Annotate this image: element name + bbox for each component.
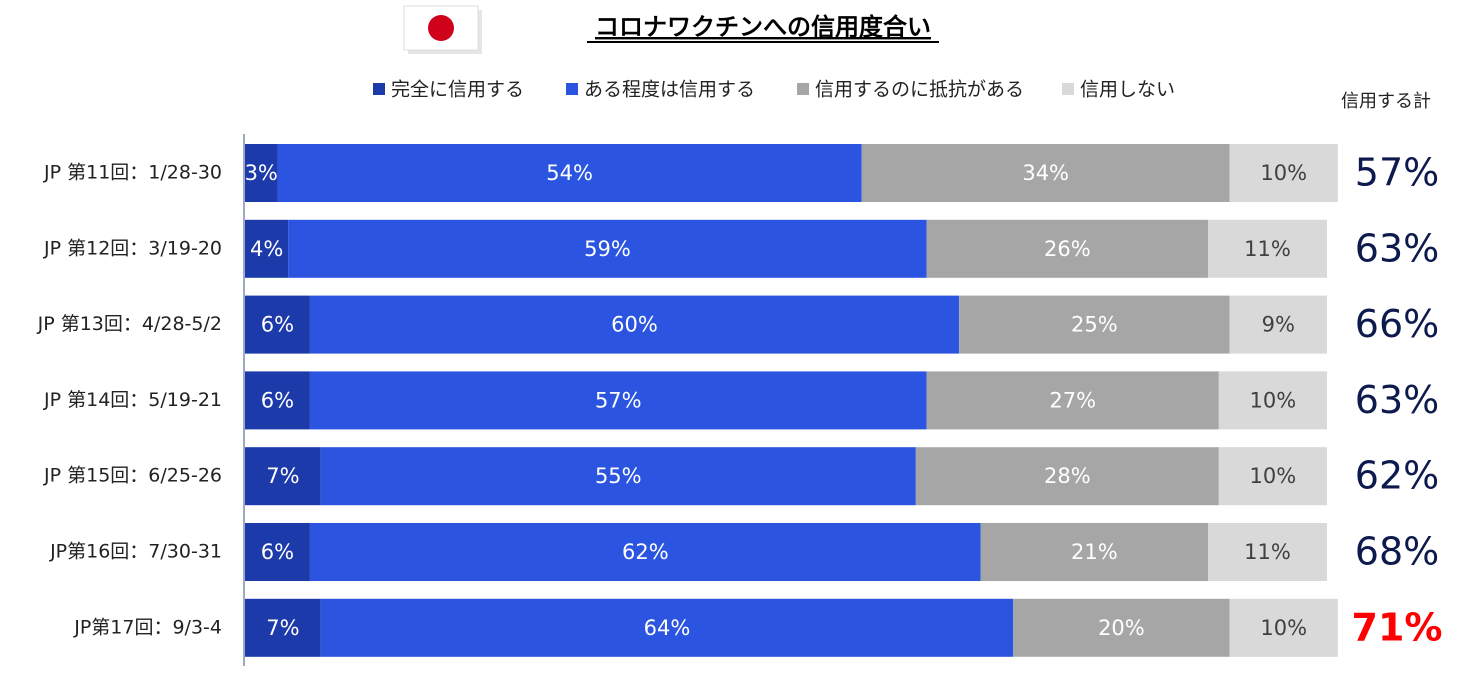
bar-segment	[915, 447, 1219, 506]
value-label: 27%	[1049, 388, 1096, 412]
bar-segment	[245, 295, 310, 354]
bar-segment	[861, 144, 1230, 202]
value-label: 64%	[644, 616, 691, 640]
legend-label: 信用しない	[1080, 79, 1175, 101]
value-label: 10%	[1260, 616, 1307, 640]
total-label: 62%	[1355, 454, 1439, 498]
flag	[403, 5, 482, 54]
value-label: 28%	[1044, 464, 1091, 488]
value-label: 3%	[245, 161, 278, 185]
legend-swatch	[797, 83, 809, 95]
value-label: 55%	[595, 464, 642, 488]
value-label: 20%	[1098, 616, 1145, 640]
bar-segment	[288, 219, 927, 278]
y-tick-label: JP 第13回：4/28-5/2	[37, 313, 222, 335]
value-label: 9%	[1262, 313, 1295, 337]
bar-segment	[1229, 144, 1338, 202]
bar-segment	[309, 371, 927, 430]
bar-segment	[1229, 295, 1327, 354]
bar-segment	[309, 295, 960, 354]
legend-label: ある程度は信用する	[584, 79, 755, 101]
y-tick-label: JP第16回：7/30-31	[49, 541, 222, 563]
total-label: 68%	[1355, 530, 1439, 574]
legend-swatch	[566, 83, 578, 95]
totals-header: 信用する計	[1341, 91, 1431, 112]
legend-label: 信用するのに抵抗がある	[815, 79, 1024, 101]
bar-segment	[320, 447, 916, 506]
value-label: 4%	[250, 237, 283, 261]
value-label: 26%	[1044, 237, 1091, 261]
value-label: 54%	[546, 161, 593, 185]
bar-segment	[1013, 598, 1230, 657]
bar-segment	[959, 295, 1230, 354]
value-label: 34%	[1022, 161, 1069, 185]
y-tick-label: JP 第15回：6/25-26	[43, 465, 222, 487]
bar-segment	[245, 219, 289, 278]
value-label: 11%	[1244, 237, 1291, 261]
bar-segment	[1207, 219, 1327, 278]
value-label: 25%	[1071, 313, 1118, 337]
bar-segment	[245, 371, 310, 430]
value-label: 57%	[595, 388, 642, 412]
bar-segment	[245, 447, 321, 506]
bar-segment	[1218, 371, 1327, 430]
bar-segment	[245, 598, 321, 657]
bar-segment	[245, 144, 278, 202]
chart-title: コロナワクチンへの信用度合い	[595, 13, 931, 41]
value-label: 10%	[1250, 464, 1297, 488]
legend-swatch	[1062, 83, 1074, 95]
value-label: 11%	[1244, 540, 1291, 564]
value-label: 10%	[1250, 388, 1297, 412]
bar-segment	[1207, 523, 1327, 581]
value-label: 60%	[611, 313, 658, 337]
y-tick-label: JP 第14回：5/19-21	[43, 389, 222, 411]
total-label: 63%	[1355, 226, 1439, 270]
value-label: 59%	[584, 237, 631, 261]
total-label: 71%	[1352, 605, 1443, 649]
total-label: 63%	[1355, 378, 1439, 422]
bar-segment	[980, 523, 1208, 581]
bar-segment	[245, 523, 310, 581]
y-tick-label: JP 第11回：1/28-30	[43, 162, 222, 184]
y-tick-label: JP 第12回：3/19-20	[43, 237, 222, 259]
legend-label: 完全に信用する	[391, 79, 524, 101]
total-label: 57%	[1355, 151, 1439, 195]
bar-segment	[926, 219, 1208, 278]
bar-segment	[1229, 598, 1338, 657]
bar-segment	[1218, 447, 1327, 506]
value-label: 6%	[261, 313, 294, 337]
bar-segment	[926, 371, 1219, 430]
legend-swatch	[373, 83, 385, 95]
value-label: 7%	[266, 616, 299, 640]
total-label: 66%	[1355, 302, 1439, 346]
value-label: 62%	[622, 540, 669, 564]
value-label: 7%	[266, 464, 299, 488]
value-label: 10%	[1260, 161, 1307, 185]
bar-segment	[320, 598, 1014, 657]
value-label: 6%	[261, 540, 294, 564]
value-label: 6%	[261, 388, 294, 412]
bar-segment	[277, 144, 862, 202]
bar-segment	[309, 523, 981, 581]
value-label: 21%	[1071, 540, 1118, 564]
y-tick-label: JP第17回：9/3-4	[73, 616, 222, 638]
